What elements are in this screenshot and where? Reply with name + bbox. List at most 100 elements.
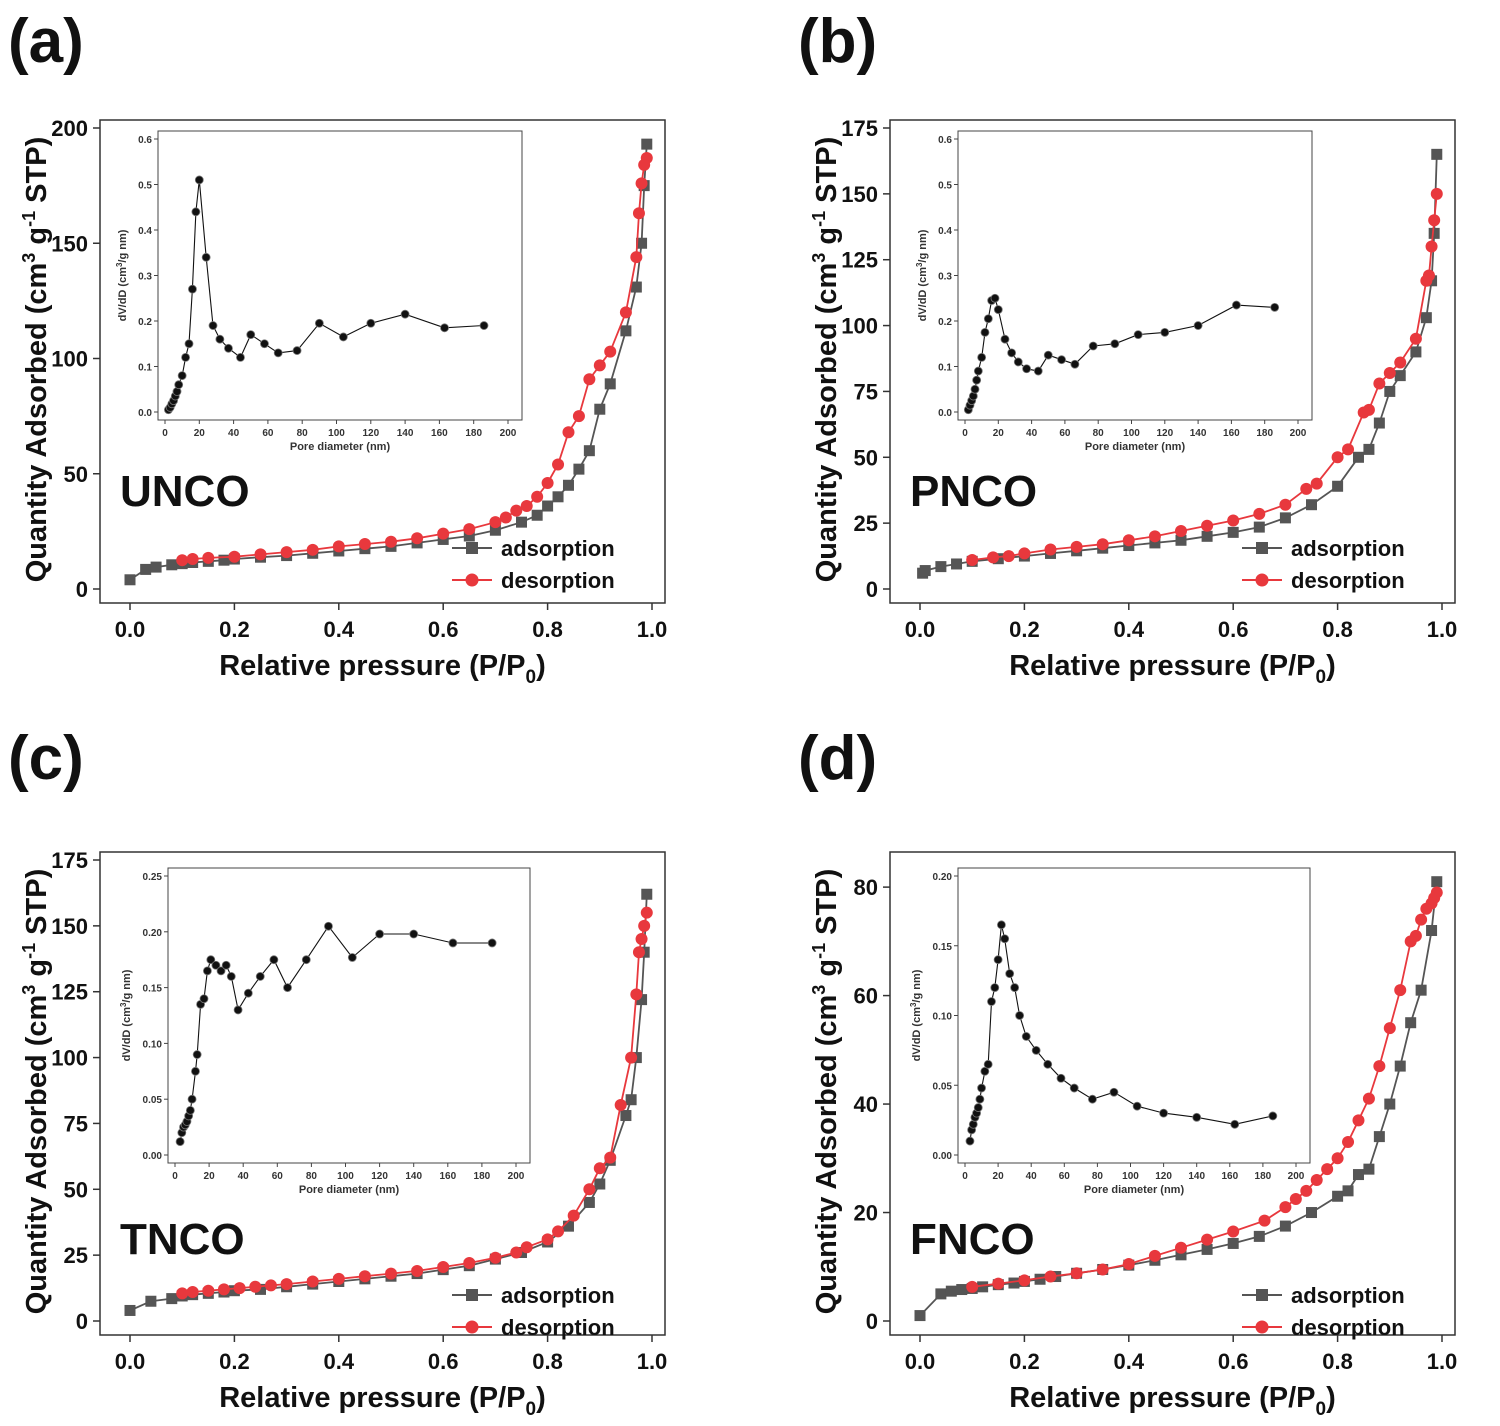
inset-y-tick-label: 0.15 xyxy=(143,984,163,995)
inset-x-tick-label: 140 xyxy=(397,428,414,439)
adsorption-point xyxy=(150,561,162,573)
inset-x-tick-label: 60 xyxy=(1059,1171,1071,1182)
legend-swatch-marker xyxy=(465,1320,479,1334)
inset-point xyxy=(990,293,1000,303)
desorption-point xyxy=(1175,1241,1187,1254)
adsorption-point xyxy=(1415,984,1427,996)
desorption-point xyxy=(306,543,319,556)
adsorption-point xyxy=(594,403,606,415)
x-tick-label: 0.4 xyxy=(1114,617,1145,642)
y-tick-label: 0 xyxy=(866,577,878,602)
adsorption-point xyxy=(604,378,616,390)
desorption-point xyxy=(186,553,199,566)
desorption-point xyxy=(306,1275,319,1288)
desorption-point xyxy=(463,523,476,536)
inset-x-tick-label: 80 xyxy=(297,428,309,439)
adsorption-point xyxy=(1431,876,1443,888)
y-tick-label: 125 xyxy=(51,980,88,1005)
plot-frame xyxy=(889,851,1456,1336)
panel-tnco: (c) 0.0 0.2 0.4 0.6 0.8 1.0 0 25 50 75 100 125 150 175… xyxy=(8,724,667,1420)
adsorption-point xyxy=(1279,512,1291,524)
adsorption-point xyxy=(218,554,230,566)
inset-point xyxy=(1021,1032,1031,1041)
inset-point xyxy=(1109,1087,1119,1097)
desorption-point xyxy=(264,1279,277,1292)
inset-y-tick-label: 0.1 xyxy=(138,363,152,374)
desorption-point xyxy=(332,540,345,553)
inset-point xyxy=(1010,983,1020,993)
inset-point xyxy=(192,1050,202,1059)
inset-x-tick-label: 0 xyxy=(962,428,968,439)
inset-y-tick-label: 0.10 xyxy=(143,1039,163,1050)
desorption-point xyxy=(541,476,554,489)
inset-point xyxy=(194,175,204,185)
adsorption-point xyxy=(636,237,648,249)
inset-y-axis-title: dV/dD (cm3/g nm) xyxy=(909,969,923,1061)
inset-x-tick-label: 100 xyxy=(337,1171,354,1182)
x-tick-label: 0.2 xyxy=(1009,1349,1040,1374)
desorption-point xyxy=(332,1272,345,1285)
y-tick-label: 0 xyxy=(76,577,88,602)
desorption-point xyxy=(1373,1060,1386,1073)
x-tick-label: 0.6 xyxy=(1218,1349,1249,1374)
desorption-point xyxy=(202,551,215,564)
inset-point xyxy=(987,997,996,1006)
sample-label: TNCO xyxy=(120,1215,245,1264)
desorption-point xyxy=(520,500,533,513)
adsorption-point xyxy=(1363,1163,1375,1175)
inset-frame xyxy=(957,867,1311,1164)
desorption-point xyxy=(1175,525,1187,538)
y-tick-label: 75 xyxy=(64,1111,88,1136)
inset-point xyxy=(1088,1094,1097,1104)
inset-x-tick-label: 120 xyxy=(362,428,379,439)
inset-x-tick-label: 140 xyxy=(1190,428,1207,439)
adsorption-point xyxy=(1394,1060,1406,1072)
inset-point xyxy=(301,955,311,965)
desorption-point xyxy=(552,458,565,471)
adsorption-point xyxy=(636,994,648,1006)
desorption-point xyxy=(176,554,189,567)
inset-y-tick-label: 0.3 xyxy=(938,272,952,283)
inset-point xyxy=(292,346,302,355)
adsorption-point xyxy=(935,1288,947,1300)
plot-frame xyxy=(889,119,1456,604)
inset-point xyxy=(977,352,987,362)
inset-point xyxy=(1000,334,1010,344)
inset-point xyxy=(980,1066,990,1076)
inset-point xyxy=(448,938,458,948)
inset-y-tick-label: 0.4 xyxy=(938,226,952,237)
desorption-point xyxy=(625,1051,638,1064)
inset-point xyxy=(1268,1111,1278,1121)
inset-y-tick-label: 0.1 xyxy=(938,363,952,374)
x-tick-label: 0.0 xyxy=(905,617,936,642)
x-tick-label: 0.6 xyxy=(1218,617,1249,642)
adsorption-point xyxy=(542,500,554,512)
adsorption-point xyxy=(919,565,931,577)
inset-y-tick-label: 0.2 xyxy=(938,317,952,328)
adsorption-point xyxy=(1253,521,1265,533)
inset-point xyxy=(1270,302,1280,312)
inset-x-tick-label: 0 xyxy=(172,1171,178,1182)
inset-y-tick-label: 0.5 xyxy=(138,181,152,192)
desorption-point xyxy=(640,906,653,919)
desorption-point xyxy=(1148,530,1161,543)
inset-point xyxy=(1043,1059,1053,1069)
x-tick-label: 0.8 xyxy=(532,617,563,642)
inset-x-tick-label: 20 xyxy=(204,1171,216,1182)
inset-point xyxy=(174,380,184,390)
desorption-point xyxy=(1352,1114,1365,1127)
inset-x-tick-label: 140 xyxy=(1188,1171,1205,1182)
x-tick-label: 1.0 xyxy=(637,617,668,642)
desorption-point xyxy=(604,1151,617,1164)
desorption-point xyxy=(567,1209,580,1222)
legend-swatch-marker xyxy=(466,1289,478,1301)
legend-label: desorption xyxy=(1291,568,1405,593)
desorption-point xyxy=(489,1251,502,1264)
inset-point xyxy=(983,314,993,324)
y-tick-label: 175 xyxy=(51,848,88,873)
desorption-point xyxy=(966,554,979,567)
legend-swatch-marker xyxy=(1255,573,1269,587)
adsorption-point xyxy=(166,1293,178,1305)
adsorption-point xyxy=(935,561,947,573)
inset-point xyxy=(977,1083,986,1093)
